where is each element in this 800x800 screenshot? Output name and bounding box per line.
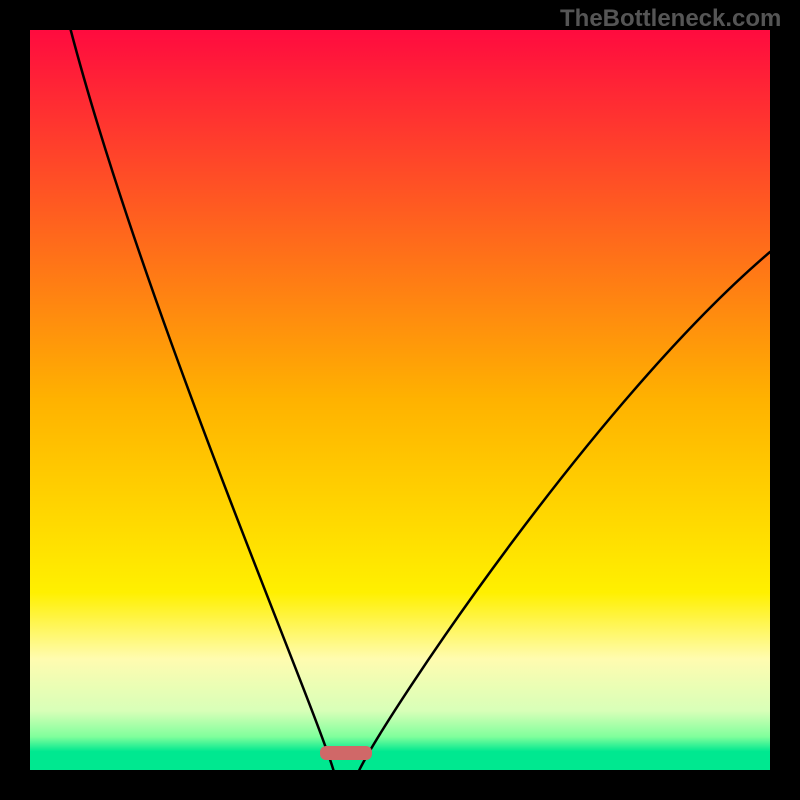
chart-frame <box>0 0 800 800</box>
watermark-text: TheBottleneck.com <box>560 5 781 33</box>
